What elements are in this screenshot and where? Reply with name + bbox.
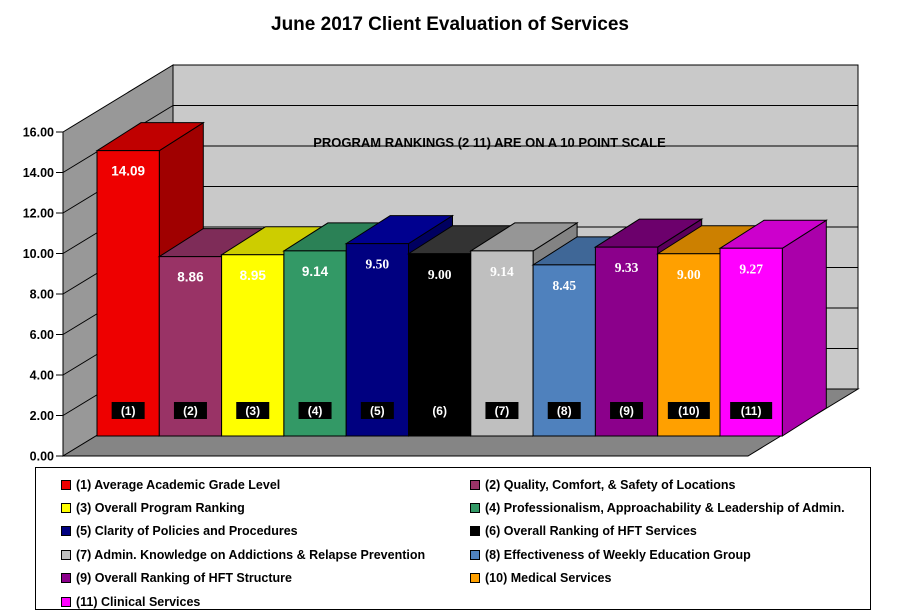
category-label: (4) [308,404,323,418]
bar-value-label: 9.00 [428,267,452,282]
y-tick-label: 14.00 [23,166,54,180]
category-label-box [667,402,710,419]
legend-swatch [61,526,71,537]
y-tick-label: 6.00 [30,328,54,342]
y-tick-label: 12.00 [23,207,54,221]
legend-swatch [61,549,71,560]
y-tick-label: 4.00 [30,369,54,383]
category-label: (5) [370,404,385,418]
bar-value-label: 8.86 [177,270,204,285]
bar-value-label: 8.95 [240,268,267,283]
category-label: (2) [183,404,198,418]
legend-swatch [470,479,480,490]
annotation: PROGRAM RANKINGS (2 11) ARE ON A 10 POIN… [313,135,666,150]
legend-swatch [470,549,480,560]
legend-label: (11) Clinical Services [76,594,201,609]
legend-swatch [61,503,71,514]
category-label-box [111,402,145,419]
legend-swatch [470,526,480,537]
legend-label: (1) Average Academic Grade Level [76,477,281,492]
legend-item-6: (6) Overall Ranking of HFT Services [470,524,870,538]
category-label-box [173,402,207,419]
y-tick-label: 2.00 [30,409,54,423]
bar-value-label: 9.50 [366,257,390,272]
legend-item-8: (8) Effectiveness of Weekly Education Gr… [470,548,870,562]
category-label: (9) [619,404,634,418]
legend-item-2: (2) Quality, Comfort, & Safety of Locati… [470,478,870,492]
legend-item-9: (9) Overall Ranking of HFT Structure [61,571,470,585]
chart-title: June 2017 Client Evaluation of Services [271,14,629,35]
category-label: (1) [121,404,136,418]
legend-swatch [470,573,480,584]
bar-(11): 9.27 [718,219,829,437]
legend-swatch [470,503,480,514]
legend-label: (8) Effectiveness of Weekly Education Gr… [485,547,751,562]
y-tick-label: 10.00 [23,247,54,261]
legend-label: (2) Quality, Comfort, & Safety of Locati… [485,477,736,492]
bar-side-face [781,219,827,437]
bar-value-label: 9.27 [739,261,763,276]
category-label-box [236,402,270,419]
category-label: (6) [432,404,447,418]
bar-value-label: 9.33 [615,260,639,275]
y-tick-label: 0.00 [30,450,54,464]
category-label: (10) [678,404,699,418]
legend-swatch [61,479,71,490]
legend-swatch [61,573,71,584]
category-label-box [610,402,644,419]
legend-label: (7) Admin. Knowledge on Addictions & Rel… [76,547,426,562]
legend-item-7: (7) Admin. Knowledge on Addictions & Rel… [61,548,470,562]
legend-item-4: (4) Professionalism, Approachability & L… [470,501,870,515]
category-label-box [485,402,519,419]
chart-legend: (1) Average Academic Grade Level (2) Qual… [35,467,871,610]
bar-value-label: 9.14 [490,264,514,279]
bar-value-label: 9.00 [677,267,701,282]
plot-area-3d: 16.00 14.00 12.00 10.00 8.00 6.00 4.00 2.00 0.00… [23,64,860,464]
legend-label: (4) Professionalism, Approachability & L… [485,501,845,516]
legend-label: (9) Overall Ranking of HFT Structure [76,571,293,586]
legend-label: (10) Medical Services [485,571,612,586]
legend-item-10: (10) Medical Services [470,571,870,585]
legend-label: (5) Clarity of Policies and Procedures [76,524,298,539]
legend-item-1: (1) Average Academic Grade Level [61,478,470,492]
category-label: (3) [245,404,260,418]
category-label-box [730,402,773,419]
bar-value-label: 8.45 [552,278,576,293]
y-tick-label: 8.00 [30,288,54,302]
category-label-box [360,402,394,419]
category-label: (7) [495,404,510,418]
category-label-box [423,402,457,419]
category-label: (8) [557,404,572,418]
legend-swatch [61,596,71,607]
legend-item-3: (3) Overall Program Ranking [61,501,470,515]
legend-label: (3) Overall Program Ranking [76,501,245,516]
bar-value-label: 9.14 [302,264,329,279]
category-label-box [547,402,581,419]
legend-item-11: (11) Clinical Services [61,595,470,609]
bar-front-face [96,150,160,437]
y-tick-label: 16.00 [23,126,54,140]
legend-label: (6) Overall Ranking of HFT Services [485,524,697,539]
bar-front-face [719,247,783,437]
legend-item-5: (5) Clarity of Policies and Procedures [61,524,470,538]
category-label-box [298,402,332,419]
category-label: (11) [741,404,762,418]
bar-value-label: 14.09 [111,164,145,179]
